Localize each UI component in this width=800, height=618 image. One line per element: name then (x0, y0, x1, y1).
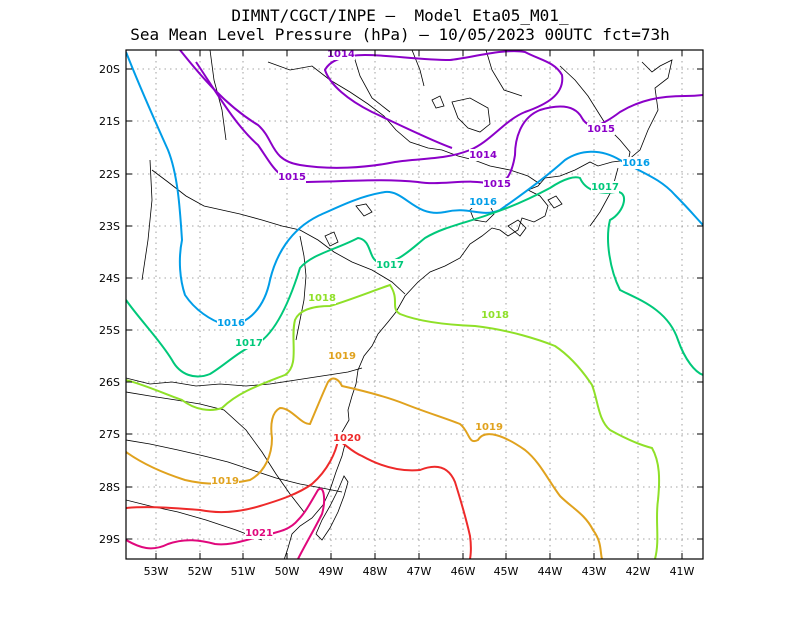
contour-label-bg (622, 157, 650, 169)
contour-label-bg (475, 421, 503, 433)
isobar-1017 (126, 176, 703, 378)
lagoa-dos-patos (315, 475, 349, 541)
contour-label-bg (211, 475, 239, 487)
contour-label-bg (469, 196, 497, 208)
border-paraguay (295, 235, 307, 341)
contour-label-bg (587, 123, 615, 135)
border-argentina (126, 391, 305, 513)
isobar-1015 (195, 61, 703, 186)
lon-label: 48W (363, 565, 388, 578)
lon-label: 46W (451, 565, 476, 578)
border-mg-es (559, 65, 631, 163)
lat-label: 26S (99, 376, 120, 389)
contour-labels: 1014 1014 1015 1015 1015 1016 1016 1016 1017 1017… (211, 49, 650, 539)
contour-label: 1016 (622, 158, 650, 169)
border-ms-pr (141, 159, 153, 281)
contour-label: 1014 (469, 150, 497, 161)
isobar-1016 (126, 51, 703, 327)
contour-label: 1015 (483, 179, 511, 190)
lon-label: 44W (538, 565, 563, 578)
lon-label: 50W (275, 565, 300, 578)
contour-label-bg (278, 171, 306, 183)
contour-label: 1018 (308, 293, 336, 304)
lat-label: 27S (99, 428, 120, 441)
lon-label: 49W (319, 565, 344, 578)
contour-label: 1015 (278, 172, 306, 183)
contour-label-bg (483, 178, 511, 190)
contour-label: 1015 (587, 124, 615, 135)
lon-label: 45W (494, 565, 519, 578)
isobar-1019 (126, 377, 603, 559)
contour-label-bg (591, 181, 619, 193)
contour-label: 1019 (475, 422, 503, 433)
grid-lines (126, 50, 703, 559)
contour-label-bg (245, 527, 273, 539)
contour-label-bg (217, 317, 245, 329)
contour-label: 1014 (327, 49, 355, 60)
axis-ticks: 20S 21S 22S 23S 24S 25S 26S 27S 28S 29S 53W 52W 51W 5… (99, 50, 703, 578)
contour-label-bg (328, 350, 356, 362)
contour-label-bg (308, 292, 336, 304)
border-mg-sp (267, 61, 541, 185)
lon-label: 47W (407, 565, 432, 578)
lon-label: 53W (144, 565, 169, 578)
isobars (126, 50, 703, 559)
border-sc-rs (126, 439, 343, 493)
contour-label-bg (333, 432, 361, 444)
title-line-1: DIMNT/CGCT/INPE – Model Eta05_M01_ (231, 6, 569, 25)
border-pr-sc (126, 367, 363, 387)
contour-label: 1017 (235, 338, 263, 349)
lon-label: 43W (582, 565, 607, 578)
contour-label: 1019 (211, 476, 239, 487)
lon-label: 42W (626, 565, 651, 578)
lat-label: 22S (99, 168, 120, 181)
contour-label: 1021 (245, 528, 273, 539)
lat-label: 29S (99, 533, 120, 546)
contour-label: 1016 (217, 318, 245, 329)
contour-label-bg (481, 309, 509, 321)
contour-label: 1019 (328, 351, 356, 362)
plot-frame (125, 49, 704, 560)
isobar-1020 (126, 438, 472, 559)
contour-label-bg (235, 337, 263, 349)
title-line-2: Sea Mean Level Pressure (hPa) – 10/05/20… (130, 25, 670, 44)
contour-label: 1020 (333, 433, 361, 444)
lat-label: 21S (99, 115, 120, 128)
contour-label-bg (469, 149, 497, 161)
contour-label: 1016 (469, 197, 497, 208)
contour-label-bg (327, 50, 355, 60)
isobar-1014-a (179, 50, 564, 169)
isobar-1018 (126, 283, 661, 559)
contour-label: 1018 (481, 310, 509, 321)
lat-label: 20S (99, 63, 120, 76)
lat-label: 23S (99, 220, 120, 233)
lon-label: 41W (670, 565, 695, 578)
border-sp-pr (151, 169, 406, 295)
lon-label: 52W (188, 565, 213, 578)
lon-label: 51W (231, 565, 256, 578)
contour-label-bg (376, 259, 404, 271)
isobar-1021 (126, 487, 326, 559)
lat-label: 25S (99, 324, 120, 337)
lat-label: 24S (99, 272, 120, 285)
lat-label: 28S (99, 481, 120, 494)
contour-label: 1017 (591, 182, 619, 193)
contour-label: 1017 (376, 260, 404, 271)
